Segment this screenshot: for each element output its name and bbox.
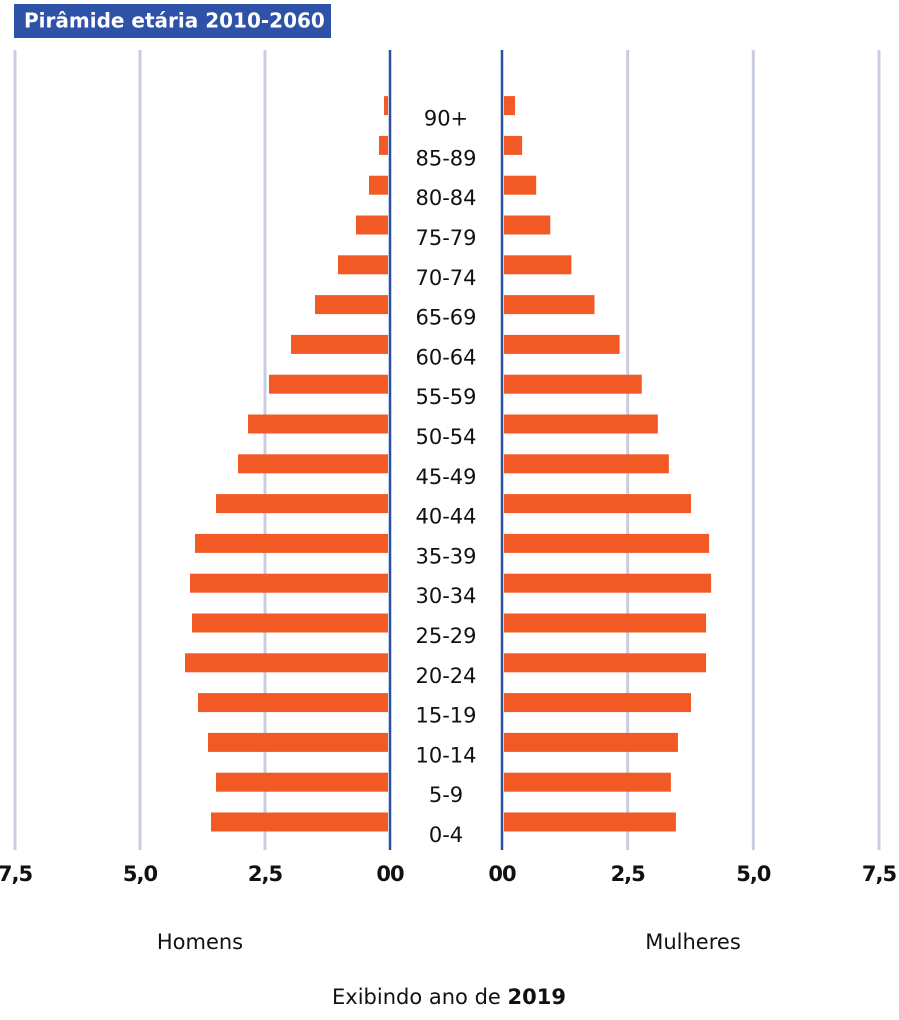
category-label: 35-39	[415, 544, 476, 568]
chart-title: Pirâmide etária 2010-2060	[24, 9, 325, 33]
bar	[338, 255, 388, 275]
bar	[356, 215, 388, 235]
category-label: 80-84	[415, 186, 476, 210]
bar	[504, 295, 595, 315]
category-label: 70-74	[415, 266, 476, 290]
category-label: 75-79	[415, 226, 476, 250]
bar	[504, 374, 642, 394]
x-tick-label: 5,0	[123, 862, 158, 886]
category-label: 85-89	[415, 146, 476, 170]
bar	[384, 96, 388, 116]
bar	[216, 772, 388, 792]
bar	[504, 96, 516, 116]
bar	[504, 693, 692, 713]
category-label: 30-34	[415, 584, 476, 608]
bar	[504, 135, 523, 155]
title-box	[14, 4, 331, 38]
footer-year: 2019	[508, 985, 566, 1009]
bar	[208, 732, 388, 752]
category-label: 90+	[424, 107, 468, 131]
category-label: 55-59	[415, 385, 476, 409]
x-tick-label: 5,0	[736, 862, 771, 886]
category-label: 15-19	[415, 704, 476, 728]
axis-name: Homens	[157, 930, 243, 954]
category-label: 0-4	[429, 823, 463, 847]
x-tick-label: 00	[488, 862, 516, 886]
bar	[216, 494, 388, 514]
category-label: 5-9	[429, 783, 463, 807]
bar	[504, 772, 671, 792]
bar	[269, 374, 388, 394]
bar	[315, 295, 388, 315]
bar	[291, 334, 388, 354]
bar	[379, 135, 388, 155]
category-label: 20-24	[415, 664, 476, 688]
bar	[198, 693, 388, 713]
bar	[195, 533, 388, 553]
category-label: 10-14	[415, 743, 476, 767]
bar	[248, 414, 388, 434]
category-label: 45-49	[415, 465, 476, 489]
footer-text: Exibindo ano de	[332, 985, 501, 1009]
category-label: 40-44	[415, 505, 476, 529]
x-tick-label: 2,5	[611, 862, 646, 886]
bar	[504, 334, 620, 354]
bar	[504, 215, 551, 235]
bar	[504, 653, 707, 673]
category-label: 65-69	[415, 306, 476, 330]
bar	[211, 812, 388, 832]
bar	[504, 175, 537, 195]
bar	[369, 175, 388, 195]
x-tick-label: 00	[376, 862, 404, 886]
bar	[504, 732, 678, 752]
bar	[504, 255, 572, 275]
bar	[185, 653, 388, 673]
x-tick-label: 7,5	[862, 862, 897, 886]
bar	[238, 454, 388, 474]
category-label: 25-29	[415, 624, 476, 648]
bar	[504, 613, 707, 633]
bar	[190, 573, 388, 593]
bar	[504, 454, 669, 474]
x-tick-label: 7,5	[0, 862, 32, 886]
bar	[504, 812, 676, 832]
bar	[504, 573, 712, 593]
category-label: 60-64	[415, 345, 476, 369]
bar	[504, 414, 658, 434]
bar	[192, 613, 388, 633]
axis-name: Mulheres	[645, 930, 741, 954]
footer: Exibindo ano de 2019	[332, 985, 566, 1009]
bar	[504, 533, 710, 553]
x-tick-label: 2,5	[248, 862, 283, 886]
bar	[504, 494, 692, 514]
category-label: 50-54	[415, 425, 476, 449]
